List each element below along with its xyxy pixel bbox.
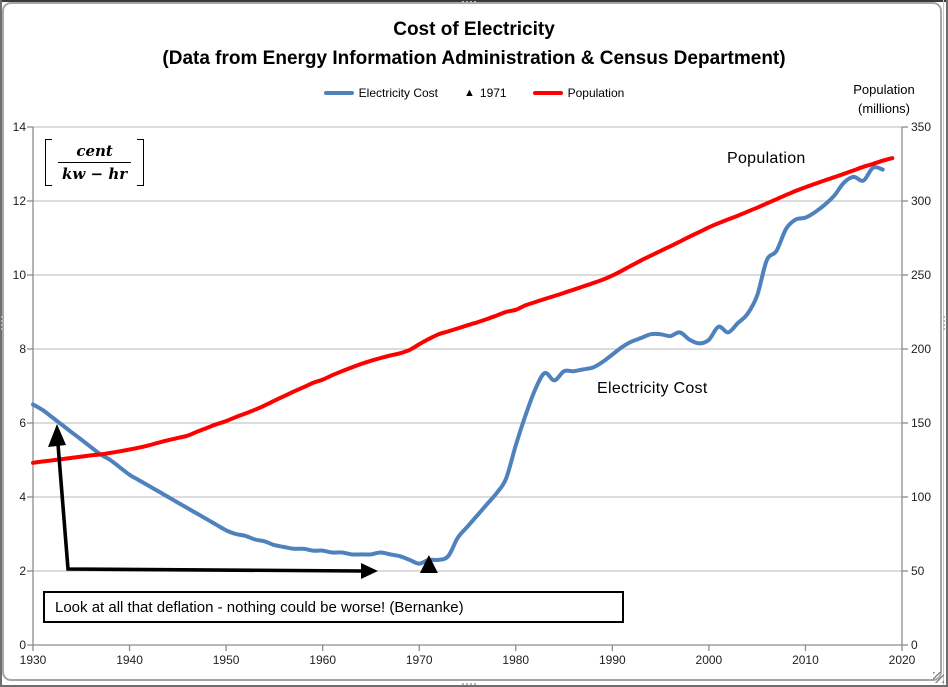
x-axis-label-1990: 1990 [598, 653, 626, 667]
x-axis-label-1970: 1970 [405, 653, 433, 667]
annotation-text: Look at all that deflation - nothing cou… [55, 598, 464, 616]
triangle-marker-icon: ▲ [464, 86, 475, 99]
right-axis-label-300: 300 [911, 194, 932, 208]
legend-item-electricity-cost[interactable]: Electricity Cost [323, 86, 439, 100]
right-axis-label-350: 350 [911, 120, 932, 134]
left-bracket [45, 139, 52, 186]
left-selection-handle[interactable] [1, 316, 3, 330]
left-axis-label-2: 2 [19, 564, 26, 578]
right-axis-label-0: 0 [911, 638, 918, 652]
right-selection-handle[interactable] [943, 316, 945, 330]
right-axis-title-line2: (millions) [858, 101, 910, 116]
left-axis-label-8: 8 [19, 342, 26, 356]
x-axis-label-2020: 2020 [888, 653, 916, 667]
right-axis-label-200: 200 [911, 342, 932, 356]
window-left-edge [0, 0, 2, 687]
right-axis-title: Population (millions) [843, 80, 925, 118]
legend-label: 1971 [479, 86, 507, 100]
x-axis-label-1940: 1940 [116, 653, 143, 667]
right-axis-title-line1: Population [853, 82, 915, 97]
electricity-cost-line[interactable] [31, 165, 885, 566]
x-axis-label-1960: 1960 [309, 653, 337, 667]
x-axis-label-2000: 2000 [695, 653, 723, 667]
population-line[interactable] [31, 156, 895, 465]
formula-numerator: cent [76, 142, 113, 160]
population-line-swatch [532, 91, 563, 95]
chart-title: Cost of Electricity [393, 19, 555, 40]
window-right-edge [946, 0, 948, 687]
left-axis-label-6: 6 [19, 416, 26, 430]
legend-label: Population [567, 86, 625, 100]
arrow-head-right-icon [361, 563, 378, 579]
right-axis-label-150: 150 [911, 416, 932, 430]
deflation-arrow[interactable] [56, 443, 364, 573]
units-formula-object[interactable]: cent kw − hr [45, 139, 145, 186]
legend-item-1971[interactable]: ▲ 1971 [464, 86, 507, 100]
right-axis-label-50: 50 [911, 564, 925, 578]
left-axis-label-10: 10 [12, 268, 26, 282]
left-axis-label-12: 12 [12, 194, 26, 208]
x-axis-label-1950: 1950 [212, 653, 240, 667]
electricity-series-label[interactable]: Electricity Cost [597, 380, 708, 397]
right-axis-label-100: 100 [911, 490, 932, 504]
left-axis-label-4: 4 [19, 490, 26, 504]
window-bottom-edge [0, 685, 948, 687]
annotation-textbox[interactable]: Look at all that deflation - nothing cou… [43, 591, 624, 623]
x-axis-label-1980: 1980 [502, 653, 530, 667]
arrow-head-up-icon [48, 424, 66, 447]
x-axis-label-1930: 1930 [19, 653, 47, 667]
legend-label: Electricity Cost [358, 86, 439, 100]
formula-denominator: kw − hr [58, 162, 132, 183]
electricity-line-swatch [323, 91, 354, 95]
legend: Electricity Cost ▲ 1971 Population [0, 86, 948, 100]
chart-subtitle: (Data from Energy Information Administra… [162, 48, 786, 69]
chart-title-block[interactable]: Cost of Electricity (Data from Energy In… [0, 15, 948, 73]
population-series-label[interactable]: Population [727, 150, 806, 167]
x-axis-label-2010: 2010 [792, 653, 819, 667]
bottom-selection-handle[interactable] [462, 683, 476, 685]
window-right-inner-edge [943, 0, 944, 687]
1971-triangle-marker[interactable] [419, 555, 438, 573]
left-axis-label-14: 14 [12, 120, 26, 134]
legend-item-population[interactable]: Population [532, 86, 625, 100]
resize-grip-icon[interactable] [933, 672, 944, 683]
fraction: cent kw − hr [52, 139, 137, 186]
right-bracket [137, 139, 145, 186]
top-selection-handle[interactable] [462, 1, 476, 3]
right-axis-label-250: 250 [911, 268, 932, 282]
left-axis-label-0: 0 [19, 638, 26, 652]
